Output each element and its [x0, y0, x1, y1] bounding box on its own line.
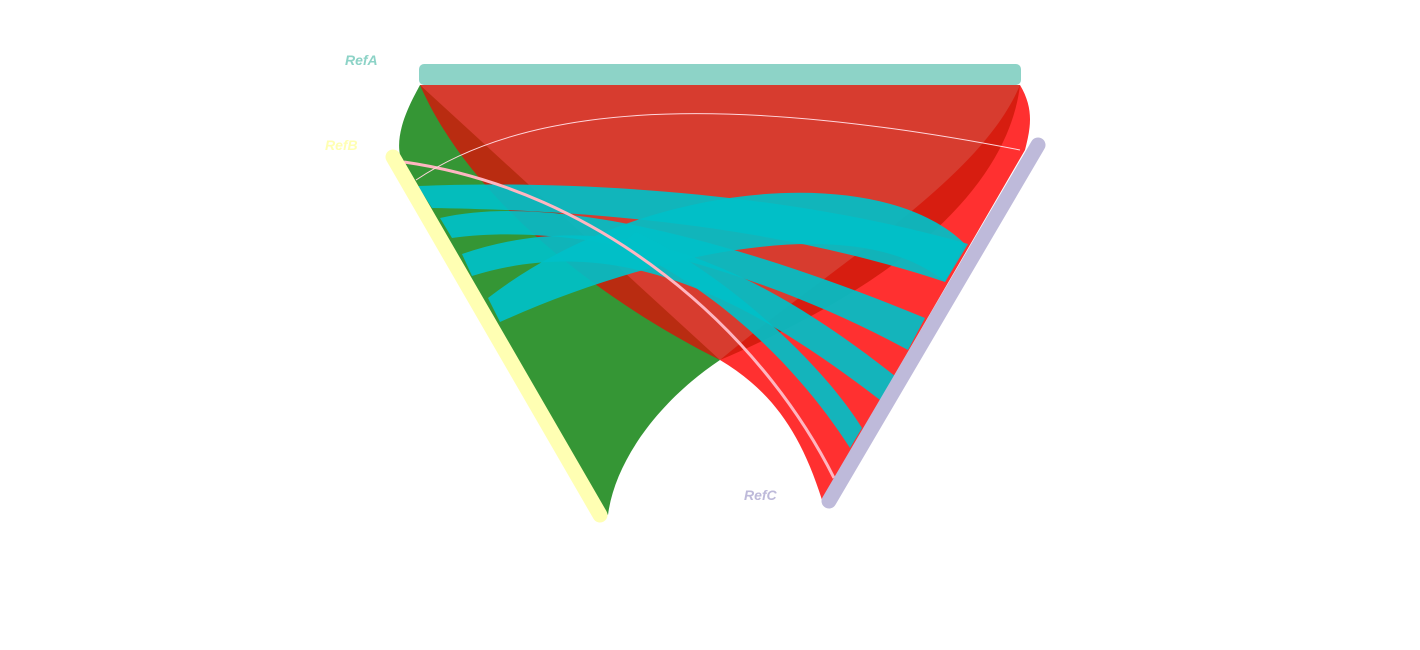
genome-bar-refa[interactable]: [419, 64, 1021, 85]
ribbons-layer: [399, 85, 1030, 515]
genome-labels: RefA RefB RefC: [325, 52, 778, 503]
thin-link-refa-refc: [415, 113, 1021, 181]
genome-bar-refb[interactable]: [385, 149, 608, 523]
label-refc: RefC: [744, 487, 778, 503]
label-refb: RefB: [325, 137, 358, 153]
ribbon-refb-refc-5: [620, 232, 862, 448]
ribbon-refb-refc-4: [488, 192, 965, 322]
genome-bars: [385, 64, 1046, 523]
label-refa: RefA: [345, 52, 378, 68]
thin-link-refb-refc: [403, 160, 836, 479]
genome-bar-refc[interactable]: [821, 137, 1046, 509]
